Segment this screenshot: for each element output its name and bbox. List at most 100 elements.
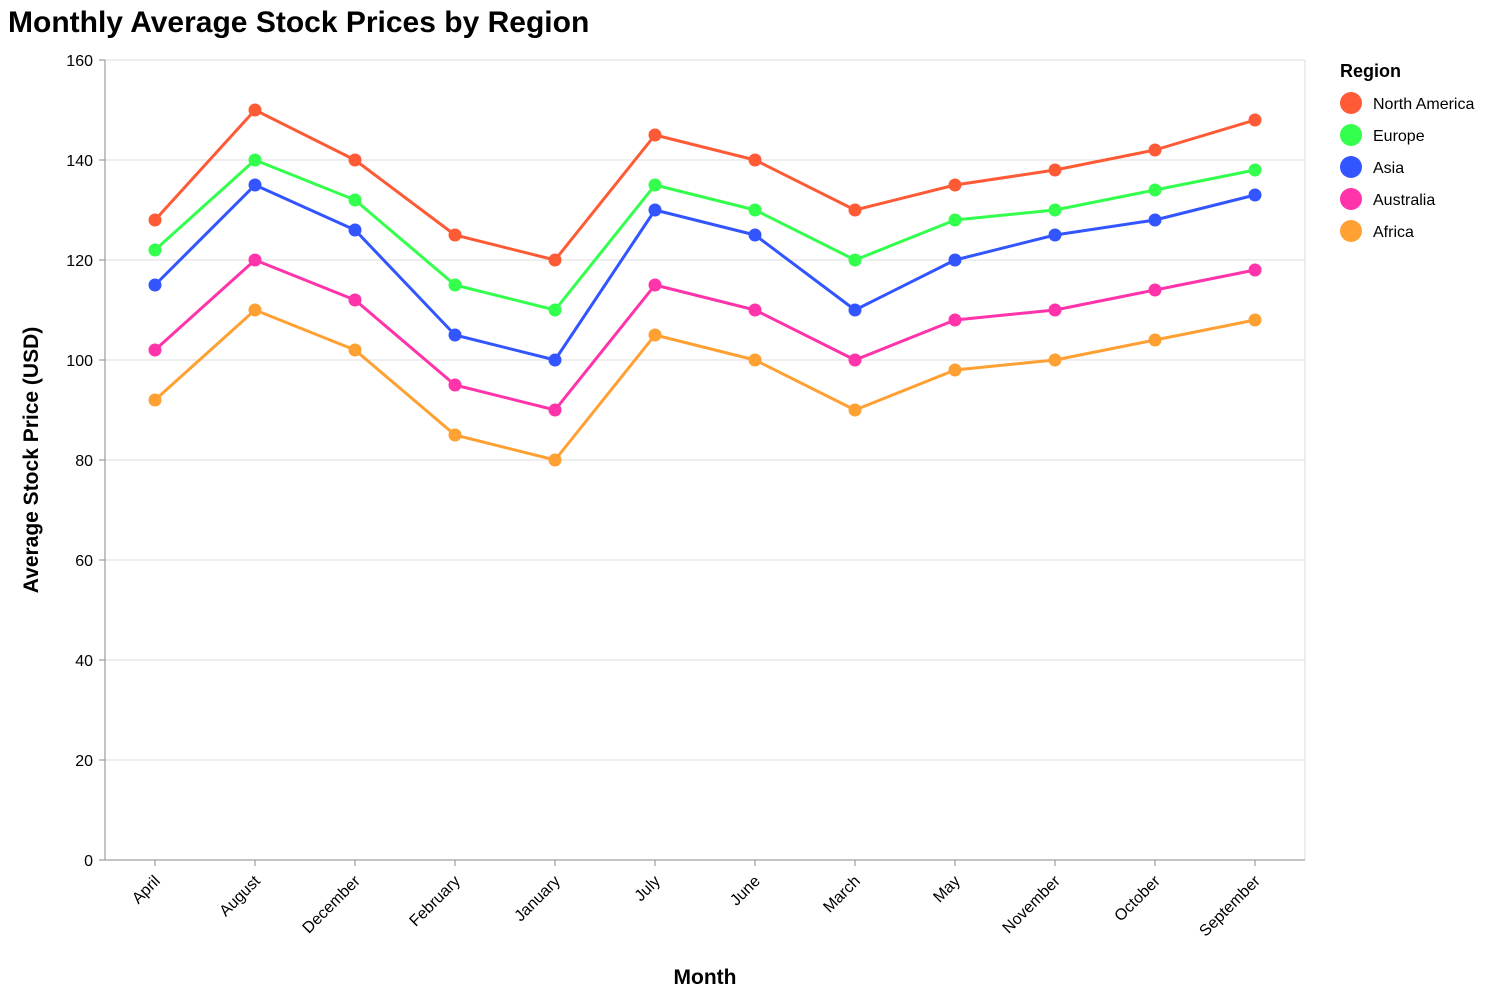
series-australia (148, 253, 1262, 417)
series-asia (148, 178, 1262, 367)
data-point (548, 353, 562, 367)
legend-swatch (1340, 220, 1362, 242)
data-point (148, 343, 162, 357)
data-point (748, 203, 762, 217)
y-tick-label: 40 (75, 653, 93, 670)
axes: 0 20 40 60 80 100 120 140 160 April August December… (20, 53, 1305, 989)
data-point (1248, 163, 1262, 177)
legend-swatch (1340, 92, 1362, 114)
x-axis-title: Month (674, 966, 737, 989)
series-europe (148, 153, 1262, 317)
y-tick-label: 60 (75, 553, 93, 570)
data-point (1248, 313, 1262, 327)
data-point (148, 243, 162, 257)
legend-label: Europe (1373, 128, 1425, 145)
data-point (348, 343, 362, 357)
data-point (948, 363, 962, 377)
series-line (153, 158, 1256, 312)
y-tick-label: 100 (66, 353, 93, 370)
legend-label: Asia (1373, 160, 1404, 177)
series-layer (148, 103, 1262, 467)
legend-label: North America (1373, 96, 1474, 113)
data-point (148, 278, 162, 292)
data-point (148, 213, 162, 227)
series-line (153, 183, 1256, 362)
y-tick-label: 120 (66, 253, 93, 270)
x-tick-label: February (407, 873, 464, 930)
data-point (1048, 228, 1062, 242)
data-point (548, 453, 562, 467)
data-point (248, 153, 262, 167)
data-point (1148, 143, 1162, 157)
data-point (648, 278, 662, 292)
x-tick-label: September (1196, 872, 1264, 940)
legend-label: Australia (1373, 192, 1435, 209)
data-point (1048, 163, 1062, 177)
data-point (448, 278, 462, 292)
data-point (948, 178, 962, 192)
x-tick-label: March (820, 873, 863, 916)
series-line (153, 258, 1256, 412)
data-point (1248, 188, 1262, 202)
x-tick-label: May (930, 873, 963, 906)
data-point (148, 393, 162, 407)
y-tick-label: 80 (75, 453, 93, 470)
data-point (748, 228, 762, 242)
data-point (1248, 263, 1262, 277)
data-point (848, 203, 862, 217)
data-point (948, 253, 962, 267)
legend-label: Africa (1373, 224, 1414, 241)
data-point (748, 153, 762, 167)
data-point (648, 203, 662, 217)
series-line (153, 308, 1256, 462)
data-point (448, 378, 462, 392)
data-point (648, 328, 662, 342)
data-point (1148, 283, 1162, 297)
chart-title: Monthly Average Stock Prices by Region (8, 6, 590, 39)
legend-swatch (1340, 124, 1362, 146)
x-tick-label: August (217, 872, 265, 920)
data-point (348, 193, 362, 207)
data-point (248, 103, 262, 117)
data-point (948, 213, 962, 227)
data-point (348, 153, 362, 167)
data-point (348, 293, 362, 307)
data-point (248, 178, 262, 192)
x-tick-label: June (727, 873, 764, 910)
data-point (1248, 113, 1262, 127)
gridlines (105, 59, 1306, 861)
y-tick-label: 160 (66, 53, 93, 70)
data-point (748, 303, 762, 317)
data-point (1148, 213, 1162, 227)
data-point (648, 178, 662, 192)
y-tick-label: 140 (66, 153, 93, 170)
data-point (448, 328, 462, 342)
y-axis-title: Average Stock Price (USD) (20, 327, 43, 594)
data-point (248, 253, 262, 267)
data-point (448, 428, 462, 442)
data-point (1148, 183, 1162, 197)
data-point (448, 228, 462, 242)
data-point (948, 313, 962, 327)
data-point (1148, 333, 1162, 347)
series-africa (148, 303, 1262, 467)
x-tick-label: April (129, 873, 164, 908)
data-point (848, 403, 862, 417)
data-point (1048, 203, 1062, 217)
legend-title: Region (1340, 61, 1401, 81)
data-point (648, 128, 662, 142)
x-tick-label: December (300, 872, 365, 937)
x-tick-label: November (1000, 872, 1065, 937)
data-point (1048, 353, 1062, 367)
series-north-america (148, 103, 1262, 267)
y-tick-label: 0 (84, 853, 93, 870)
data-point (548, 253, 562, 267)
legend-swatch (1340, 188, 1362, 210)
y-tick-label: 20 (75, 753, 93, 770)
data-point (748, 353, 762, 367)
data-point (548, 403, 562, 417)
data-point (848, 303, 862, 317)
data-point (848, 353, 862, 367)
legend: Region North America Europe Asia Australia Af… (1340, 61, 1474, 242)
